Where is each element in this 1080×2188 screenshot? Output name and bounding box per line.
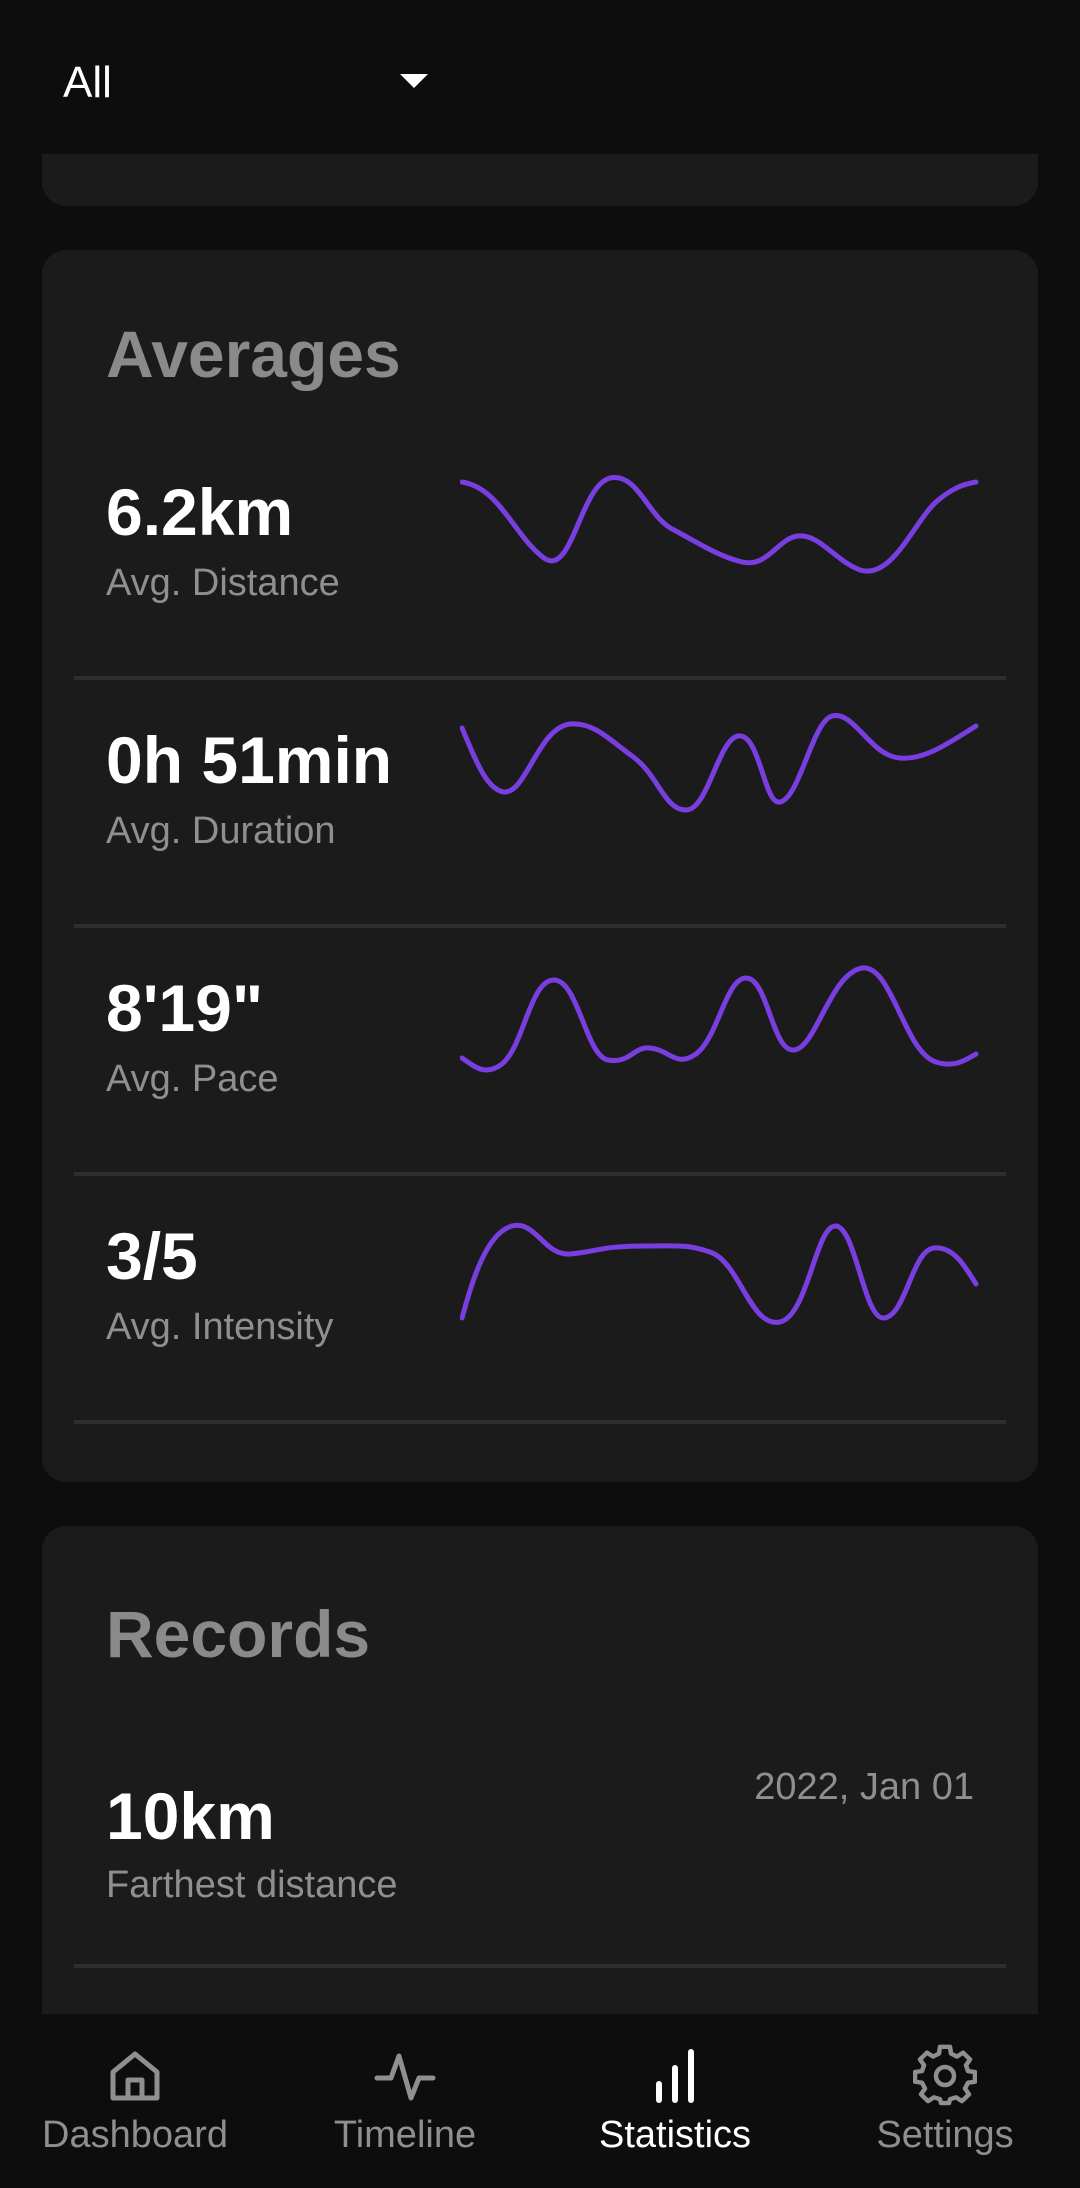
record-row-farthest-distance: 10km Farthest distance 2022, Jan 01 — [74, 1722, 1006, 1968]
records-title: Records — [106, 1597, 371, 1671]
avg-pace-sparkline — [460, 965, 979, 1073]
avg-pace-value: 8'19" — [106, 971, 264, 1045]
avg-row-pace: 8'19" Avg. Pace — [74, 926, 1006, 1176]
nav-label-statistics: Statistics — [598, 2114, 752, 2156]
nav-label-timeline: Timeline — [333, 2114, 477, 2156]
record-distance-label: Farthest distance — [106, 1864, 398, 1906]
avg-pace-label: Avg. Pace — [106, 1058, 279, 1100]
avg-intensity-value: 3/5 — [106, 1219, 198, 1293]
nav-label-dashboard: Dashboard — [42, 2114, 228, 2156]
avg-intensity-sparkline — [460, 1222, 979, 1325]
avg-duration-label: Avg. Duration — [106, 810, 336, 852]
avg-distance-label: Avg. Distance — [106, 562, 340, 604]
record-distance-date: 2022, Jan 01 — [754, 1766, 974, 1808]
avg-row-duration: 0h 51min Avg. Duration — [74, 678, 1006, 928]
period-filter-dropdown[interactable]: All — [40, 40, 450, 126]
avg-intensity-label: Avg. Intensity — [106, 1306, 334, 1348]
gear-icon — [912, 2044, 978, 2108]
averages-title: Averages — [106, 317, 401, 391]
home-icon — [103, 2044, 167, 2108]
bottom-navigation: Dashboard Timeline Statistics — [0, 2014, 1080, 2188]
nav-item-settings[interactable]: Settings — [810, 2014, 1080, 2188]
avg-distance-value: 6.2km — [106, 475, 294, 549]
bar-chart-icon — [643, 2044, 707, 2108]
avg-row-distance: 6.2km Avg. Distance — [74, 430, 1006, 680]
avg-duration-sparkline — [460, 713, 979, 813]
avg-duration-value: 0h 51min — [106, 723, 393, 797]
averages-card: Averages 6.2km Avg. Distance 0h 51min Av… — [42, 250, 1038, 1482]
avg-row-intensity: 3/5 Avg. Intensity — [74, 1174, 1006, 1424]
nav-item-timeline[interactable]: Timeline — [270, 2014, 540, 2188]
filter-bar: All — [0, 0, 1080, 154]
record-distance-value: 10km — [106, 1779, 275, 1853]
filter-selected-value: All — [63, 58, 112, 107]
nav-item-statistics[interactable]: Statistics — [540, 2014, 810, 2188]
activity-icon — [373, 2044, 437, 2108]
chevron-down-icon — [400, 74, 428, 88]
avg-distance-sparkline — [460, 475, 979, 574]
nav-label-settings: Settings — [876, 2114, 1014, 2156]
nav-item-dashboard[interactable]: Dashboard — [0, 2014, 270, 2188]
